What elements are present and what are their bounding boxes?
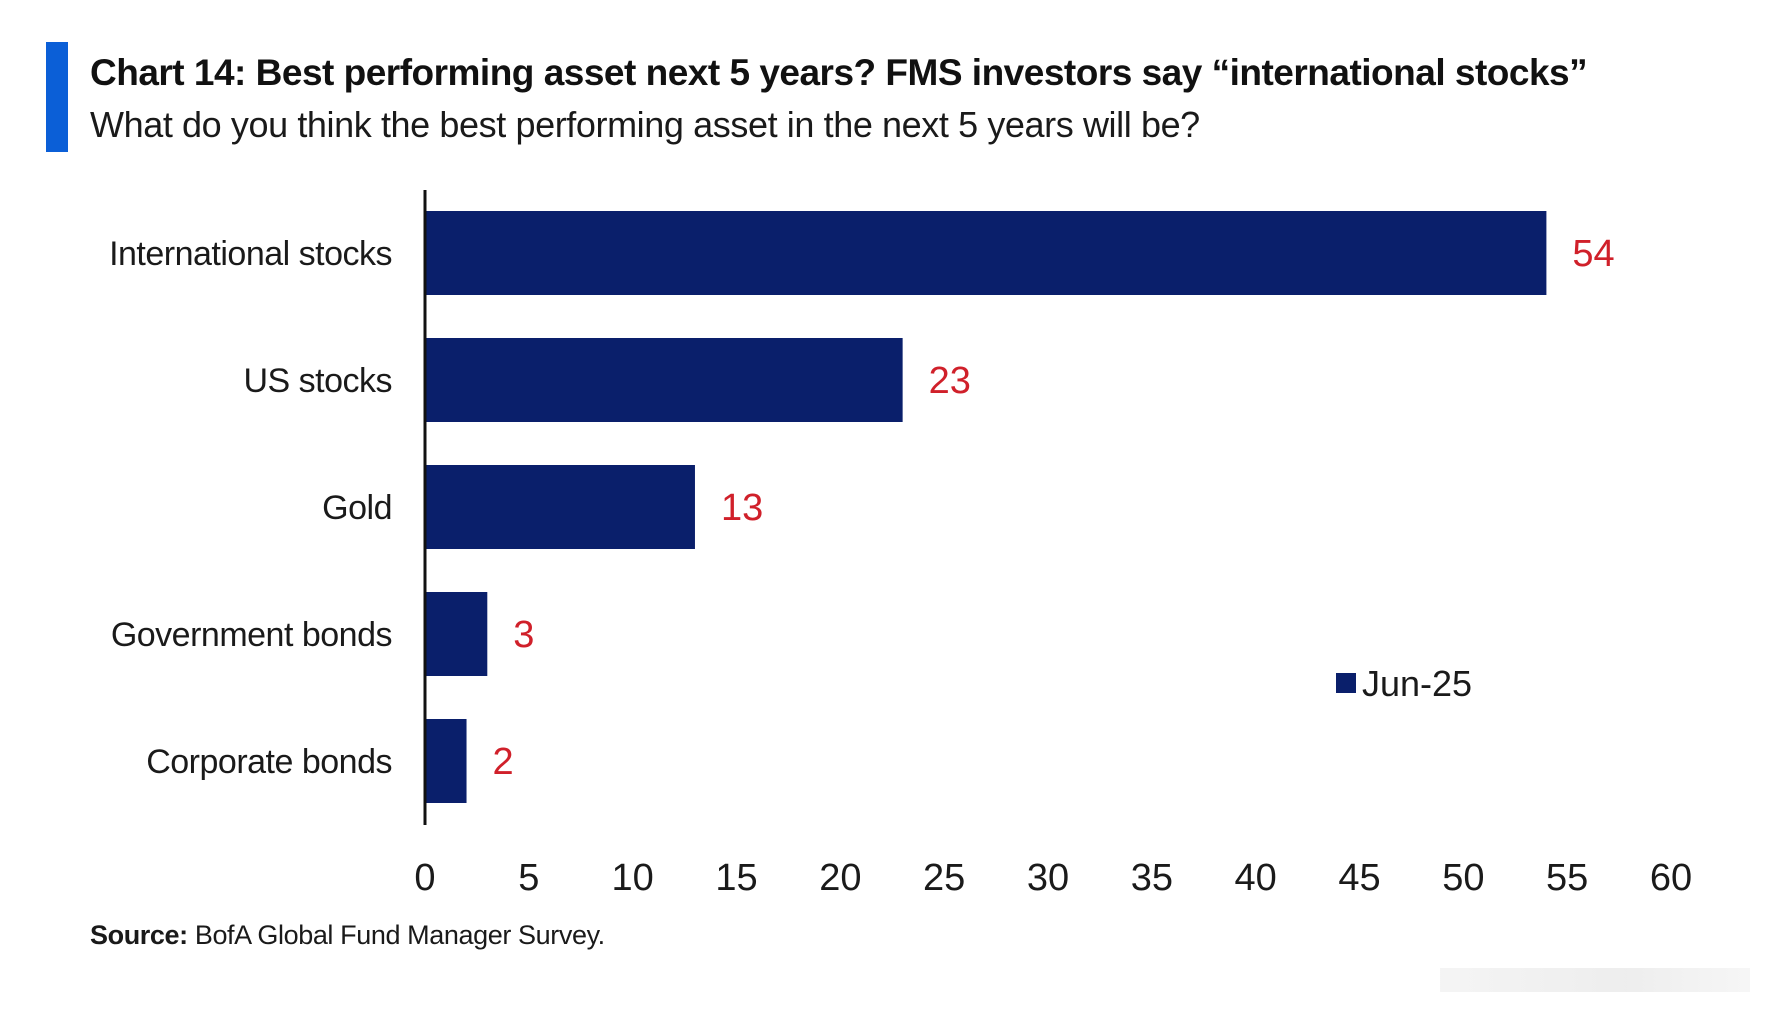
data-label: 54 (1572, 233, 1614, 275)
bar (425, 211, 1547, 295)
bar (425, 465, 695, 549)
category-label: International stocks (109, 235, 392, 273)
category-label: Government bonds (111, 616, 392, 654)
x-tick-label: 60 (1650, 857, 1692, 899)
x-tick-label: 10 (612, 857, 654, 899)
category-label: US stocks (243, 362, 392, 400)
source-label: Source: (90, 920, 188, 950)
legend-label: Jun-25 (1362, 663, 1472, 704)
x-tick-label: 45 (1338, 857, 1380, 899)
x-tick-label: 5 (518, 857, 539, 899)
data-label: 23 (929, 360, 971, 402)
x-tick-label: 20 (819, 857, 861, 899)
watermark-strip (1440, 968, 1750, 992)
bar (425, 592, 488, 676)
x-tick-label: 15 (715, 857, 757, 899)
chart-title: Chart 14: Best performing asset next 5 y… (90, 52, 1588, 93)
x-tick-label: 55 (1546, 857, 1588, 899)
bar (425, 338, 903, 422)
x-tick-label: 35 (1131, 857, 1173, 899)
data-label: 3 (513, 614, 534, 656)
x-tick-label: 40 (1235, 857, 1277, 899)
x-tick-label: 25 (923, 857, 965, 899)
chart-subtitle: What do you think the best performing as… (90, 104, 1200, 145)
legend-swatch (1336, 673, 1356, 693)
data-label: 2 (493, 741, 514, 783)
data-label: 13 (721, 487, 763, 529)
x-tick-label: 0 (414, 857, 435, 899)
accent-bar (46, 42, 68, 152)
category-label: Gold (322, 489, 392, 527)
category-label: Corporate bonds (146, 743, 392, 781)
x-tick-label: 50 (1442, 857, 1484, 899)
source-note: Source: BofA Global Fund Manager Survey. (90, 920, 605, 951)
bar (425, 719, 467, 803)
x-tick-label: 30 (1027, 857, 1069, 899)
source-text: BofA Global Fund Manager Survey. (187, 920, 605, 950)
